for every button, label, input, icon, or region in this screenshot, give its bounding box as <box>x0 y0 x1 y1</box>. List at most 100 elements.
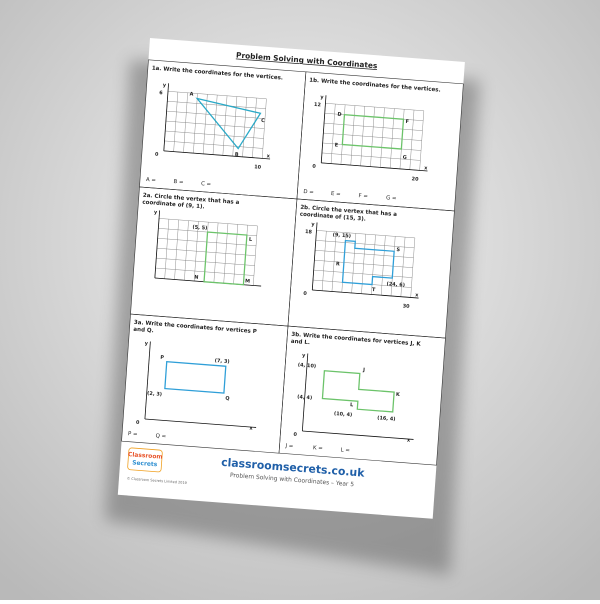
label: T <box>372 287 376 293</box>
shape <box>164 361 227 394</box>
axis <box>163 150 271 160</box>
label: 0 <box>155 152 159 158</box>
grid-line <box>165 120 265 129</box>
label: (4, 10) <box>298 362 317 369</box>
label: 20 <box>411 176 419 183</box>
grid-line <box>321 152 421 161</box>
label: J <box>362 367 365 373</box>
label: x <box>266 153 270 159</box>
logo-text: Classroom <box>128 451 163 461</box>
shape <box>341 239 395 286</box>
label: B <box>235 152 239 158</box>
label: y <box>302 353 306 359</box>
axis <box>163 83 169 151</box>
axis <box>312 289 419 299</box>
answer-prompt: P = <box>128 431 138 438</box>
grid-line <box>314 259 413 268</box>
shape <box>203 231 248 286</box>
label: x <box>415 292 419 298</box>
axis <box>321 162 428 172</box>
answer-prompt: K = <box>313 445 323 452</box>
axis <box>144 418 257 428</box>
label: y <box>163 82 167 88</box>
copyright: © Classroom Secrets Limited 2019 <box>127 476 187 485</box>
question: coordinate of (15, 3). <box>300 212 366 223</box>
label: (2, 3) <box>147 391 162 398</box>
label: C <box>261 118 265 124</box>
grid-line <box>167 91 267 99</box>
label: Q <box>225 396 230 402</box>
label: N <box>194 274 199 280</box>
grid-line <box>164 140 263 149</box>
grid-line <box>166 110 266 119</box>
label: x <box>424 165 428 171</box>
label: F <box>405 119 409 125</box>
label: y <box>154 210 158 216</box>
label: 0 <box>303 291 307 297</box>
answer-prompt: A = <box>146 177 156 184</box>
label: 0 <box>312 164 316 170</box>
grid-line <box>316 230 415 239</box>
label: (16, 4) <box>377 415 396 422</box>
label: A <box>189 91 193 97</box>
grid-line <box>167 101 266 109</box>
question: and Q. <box>133 327 154 335</box>
grid-line <box>315 250 414 258</box>
grid-line <box>313 269 413 278</box>
label: R <box>336 261 340 267</box>
panel-frame <box>278 325 446 466</box>
axis <box>311 222 318 291</box>
axis <box>302 430 414 440</box>
axis <box>154 210 161 279</box>
label: (7, 3) <box>215 358 230 365</box>
grid-line <box>325 103 424 111</box>
label: (5, 5) <box>192 224 207 231</box>
label: (24, 6) <box>386 281 405 288</box>
label: M <box>245 278 250 284</box>
answer-prompt: F = <box>358 193 368 200</box>
shape <box>195 97 262 150</box>
question: coordinate of (9, 1). <box>142 200 205 211</box>
label: 10 <box>254 164 262 171</box>
label: 0 <box>136 420 140 426</box>
shape <box>321 370 395 413</box>
label: y <box>311 222 315 228</box>
logo <box>127 447 163 473</box>
answer-prompt: E = <box>331 191 341 198</box>
grid-line <box>159 218 258 227</box>
label: 6 <box>159 90 163 96</box>
answer-prompt: B = <box>173 179 183 186</box>
label: 18 <box>305 229 313 236</box>
axis <box>320 95 327 163</box>
answer-prompt: D = <box>303 189 314 196</box>
axis <box>301 353 309 432</box>
label: D <box>337 112 342 118</box>
answer-prompt: L = <box>340 447 350 454</box>
label: L <box>350 402 354 408</box>
label: L <box>249 237 253 243</box>
answer-prompt: G = <box>386 195 397 202</box>
label: x <box>407 437 411 443</box>
label: 30 <box>402 303 410 310</box>
grid-line <box>165 130 264 139</box>
logo-text: Secrets <box>132 459 158 468</box>
label: y <box>144 341 148 347</box>
label: K <box>396 392 400 398</box>
label: 0 <box>293 432 297 438</box>
grid-line <box>323 132 422 141</box>
label: P <box>160 355 164 361</box>
shape <box>341 114 405 150</box>
label: 12 <box>314 102 321 109</box>
question: and L. <box>291 339 311 346</box>
label: (10, 4) <box>334 411 353 418</box>
label: S <box>396 247 400 253</box>
answer-prompt: Q = <box>155 433 166 440</box>
label: E <box>334 142 338 148</box>
answer-prompt: J = <box>284 443 293 450</box>
label: G <box>402 155 406 161</box>
answer-prompt: C = <box>201 181 211 188</box>
label: y <box>320 94 324 100</box>
label: (9, 15) <box>332 232 351 239</box>
